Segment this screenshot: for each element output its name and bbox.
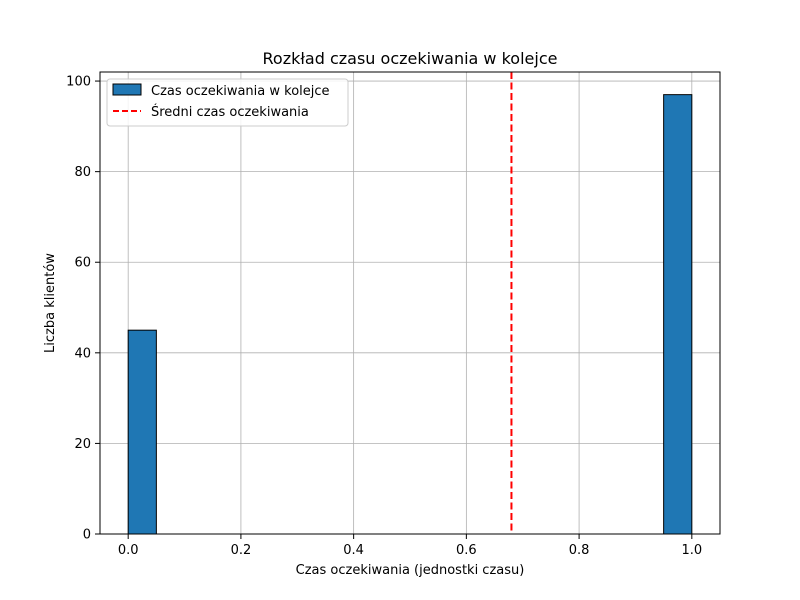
- legend-bar-label: Czas oczekiwania w kolejce: [151, 84, 330, 99]
- y-tick-label: 60: [74, 256, 91, 271]
- x-tick-label: 1.0: [681, 543, 702, 558]
- legend-box: [106, 78, 349, 127]
- grid-lines: [100, 72, 720, 535]
- y-axis-ticks: 0 20 40 60 80 100: [66, 75, 100, 543]
- y-tick-label: 20: [74, 437, 91, 452]
- legend: Czas oczekiwania w kolejce Średni czas o…: [106, 78, 349, 127]
- y-tick-label: 0: [83, 528, 91, 543]
- x-tick-label: 0.4: [343, 543, 364, 558]
- plot-frame: [99, 71, 721, 535]
- y-tick-label: 80: [74, 165, 91, 180]
- y-axis-label: Liczba klientów: [43, 253, 58, 353]
- chart-title: Rozkład czasu oczekiwania w kolejce: [263, 49, 558, 68]
- x-tick-label: 0.0: [118, 543, 139, 558]
- legend-bar-swatch: [112, 83, 142, 96]
- y-tick-label: 40: [74, 346, 91, 361]
- histogram-bars: [127, 94, 693, 535]
- plot-area: 0.0 0.2 0.4 0.6 0.8 1.0 0 20 40 60 80 100: [66, 71, 721, 558]
- x-axis-label: Czas oczekiwania (jednostki czasu): [296, 563, 525, 578]
- legend-mean-label: Średni czas oczekiwania: [151, 104, 309, 120]
- x-tick-label: 0.2: [231, 543, 252, 558]
- x-tick-label: 0.6: [456, 543, 477, 558]
- y-tick-label: 100: [66, 75, 91, 90]
- x-tick-label: 0.8: [569, 543, 590, 558]
- histogram-bar: [127, 329, 157, 535]
- x-axis-ticks: 0.0 0.2 0.4 0.6 0.8 1.0: [118, 534, 702, 558]
- histogram-bar: [663, 94, 693, 535]
